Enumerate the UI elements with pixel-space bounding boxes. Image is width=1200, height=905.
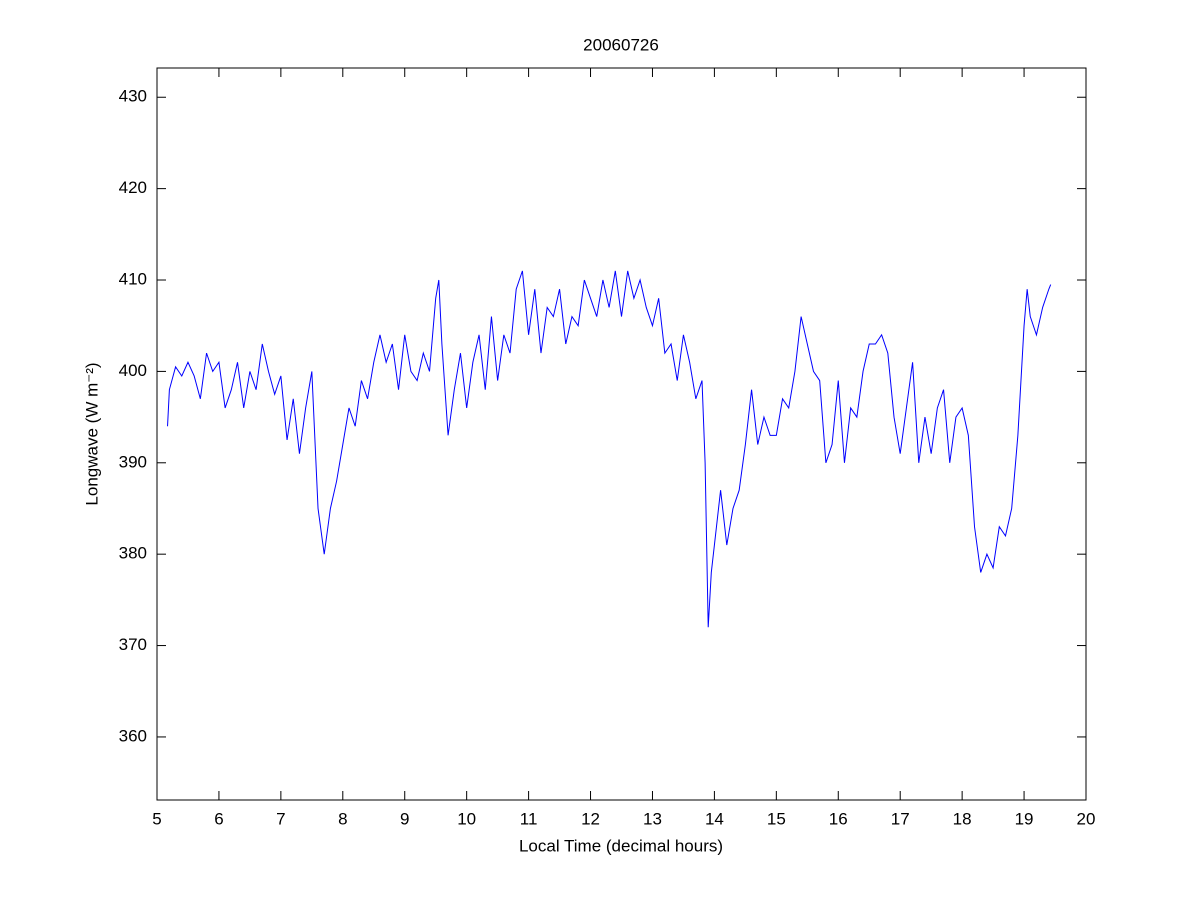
x-tick-label: 15: [767, 809, 786, 828]
x-tick-label: 14: [705, 809, 724, 828]
y-tick-label: 430: [119, 87, 147, 106]
x-tick-label: 11: [520, 809, 538, 828]
plot-box: [156, 67, 1087, 801]
y-axis-label: Longwave (W m⁻²): [82, 362, 101, 505]
data-line: [167, 270, 1052, 628]
y-tick-label: 420: [119, 178, 147, 197]
y-tick-label: 390: [119, 452, 147, 471]
x-tick-label: 17: [891, 809, 910, 828]
x-tick-label: 5: [152, 809, 161, 828]
x-tick-label: 7: [276, 809, 285, 828]
x-tick-label: 18: [953, 809, 972, 828]
x-tick-label: 9: [400, 809, 409, 828]
y-tick-label: 370: [119, 635, 147, 654]
x-tick-label: 8: [338, 809, 347, 828]
x-axis-label: Local Time (decimal hours): [519, 836, 723, 855]
x-tick-label: 10: [457, 809, 476, 828]
y-tick-label: 410: [119, 269, 147, 288]
y-tick-label: 360: [119, 726, 147, 745]
y-tick-label: 400: [119, 361, 147, 380]
x-tick-label: 6: [214, 809, 223, 828]
x-tick-label: 13: [643, 809, 662, 828]
x-tick-label: 12: [581, 809, 600, 828]
chart-title: 20060726: [583, 35, 659, 54]
x-tick-label: 16: [829, 809, 848, 828]
x-tick-label: 19: [1015, 809, 1034, 828]
x-tick-label: 20: [1077, 809, 1096, 828]
y-tick-label: 380: [119, 544, 147, 563]
